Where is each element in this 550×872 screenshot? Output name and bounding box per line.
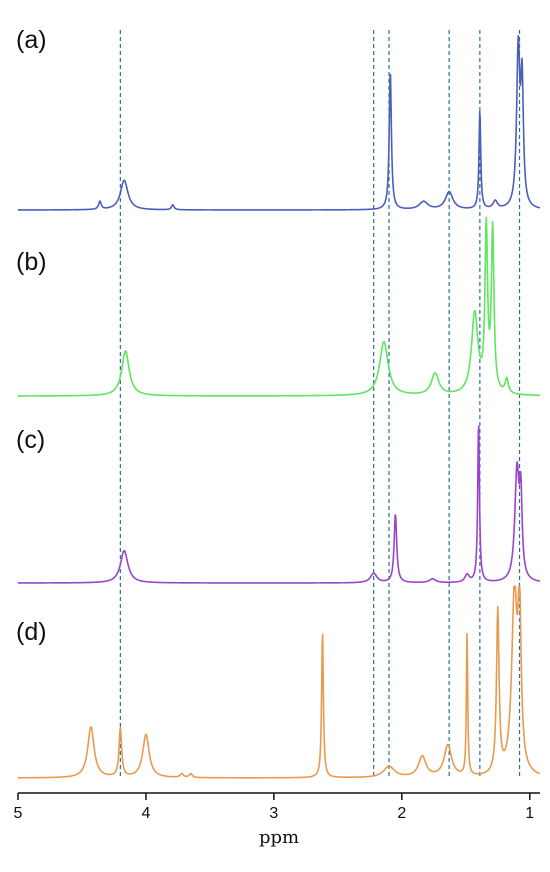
panel-label-3: (c) [16,426,45,454]
spectrum-line-2 [17,216,541,397]
x-tick-label-3: 2 [397,805,406,822]
x-axis: 5 4 3 2 1 ppm [14,792,540,848]
x-tick-label-0: 5 [14,805,23,822]
panel-labels: (a) (b) (c) (d) [16,26,47,646]
x-tick-label-4: 1 [525,805,534,822]
x-tick-label-1: 4 [141,805,150,822]
reference-lines [119,30,521,778]
panel-label-4: (d) [16,618,47,646]
x-axis-title: ppm [259,827,299,848]
spectrum-line-1 [17,34,541,211]
panel-label-2: (b) [16,248,47,276]
panel-label-1: (a) [16,26,47,54]
spectra-group [17,34,541,779]
spectrum-line-3 [17,425,541,584]
spectrum-line-4 [17,585,541,779]
x-tick-label-2: 3 [269,805,278,822]
